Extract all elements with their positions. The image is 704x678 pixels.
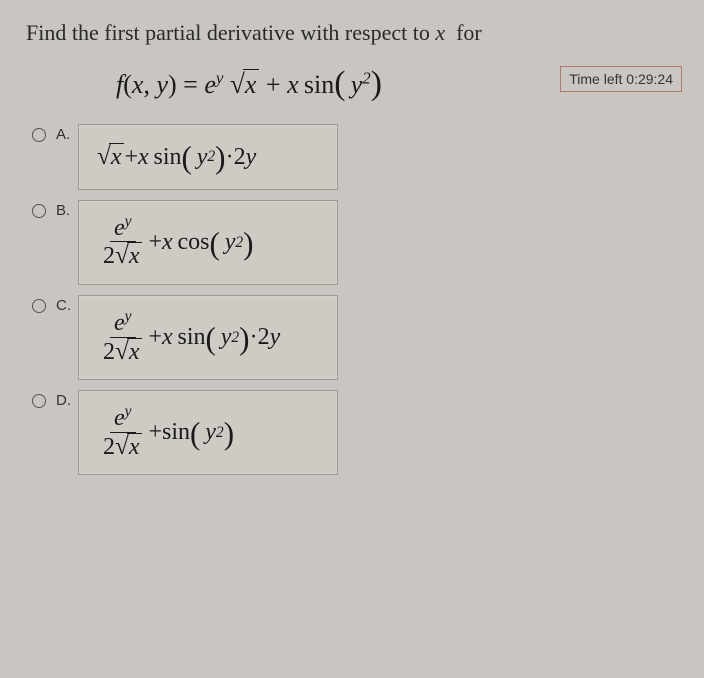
formula-sqrt: √x [230, 69, 260, 100]
d-plus: + [148, 419, 162, 446]
c-plus: + [148, 324, 162, 351]
option-b-math: ey 2√x + x cos( y2) [97, 215, 319, 270]
c-den-sqrt-x: x [127, 338, 143, 365]
option-label-c: C. [56, 297, 78, 314]
timer-box: Time left 0:29:24 [560, 66, 682, 92]
options-list: A. √x + x sin( y2)·2y B. ey 2√x + x cos(… [26, 124, 678, 475]
d-paren-close: ) [224, 416, 234, 452]
formula-x2: x [287, 70, 299, 99]
b-den-sqrt: √x [115, 242, 142, 270]
a-x: x [138, 144, 149, 171]
question-var: x [435, 20, 445, 45]
a-dot: · [226, 144, 234, 171]
c-two: 2 [258, 324, 270, 351]
a-two: 2 [234, 144, 246, 171]
question-prompt: Find the first partial derivative with r… [26, 20, 678, 46]
formula-x: x [132, 70, 144, 99]
a-paren-open: ( [182, 140, 192, 176]
formula-bigparen-open: ( [334, 65, 345, 102]
formula-eq: = [177, 70, 205, 99]
d-paren-open: ( [190, 416, 200, 452]
b-num-sup: y [125, 213, 132, 230]
b-paren-open: ( [210, 226, 220, 262]
d-den-sqrt-x: x [127, 433, 143, 460]
a-paren-close: ) [215, 140, 225, 176]
b-den-two: 2 [103, 243, 115, 269]
formula-paren-open: ( [123, 70, 132, 99]
radio-d[interactable] [32, 394, 46, 408]
c-sin: sin [178, 324, 206, 351]
timer-value: 0:29:24 [626, 71, 673, 87]
quiz-question: Find the first partial derivative with r… [0, 0, 704, 505]
d-den-two: 2 [103, 434, 115, 460]
radio-c[interactable] [32, 299, 46, 313]
option-d[interactable]: D. ey 2√x + sin( y2) [26, 390, 678, 475]
d-den-sqrt: √x [115, 433, 142, 461]
formula-plus: + [259, 70, 287, 99]
option-box-a: √x + x sin( y2)·2y [78, 124, 338, 190]
c-num-sup: y [125, 308, 132, 325]
formula-sin: sin [304, 70, 334, 99]
a-ytail: y [246, 144, 257, 171]
c-den-sqrt: √x [115, 338, 142, 366]
option-box-b: ey 2√x + x cos( y2) [78, 200, 338, 285]
c-frac: ey 2√x [99, 310, 146, 365]
option-c-math: ey 2√x + x sin( y2)·2y [97, 310, 319, 365]
formula-e-sup: y [216, 68, 224, 87]
b-num-e: e [114, 215, 125, 241]
option-box-d: ey 2√x + sin( y2) [78, 390, 338, 475]
question-suffix: for [451, 20, 482, 45]
timer-label: Time left [569, 71, 626, 87]
d-frac: ey 2√x [99, 405, 146, 460]
b-den-sqrt-x: x [127, 242, 143, 269]
d-y: y [205, 419, 216, 446]
b-paren-close: ) [243, 226, 253, 262]
b-frac: ey 2√x [99, 215, 146, 270]
radio-b[interactable] [32, 204, 46, 218]
c-ytail: y [270, 324, 281, 351]
option-a-math: √x + x sin( y2)·2y [97, 139, 319, 175]
d-num-e: e [114, 405, 125, 431]
option-label-d: D. [56, 392, 78, 409]
c-paren-open: ( [206, 321, 216, 357]
formula-comma: , [143, 70, 150, 99]
question-prefix: Find the first partial derivative with r… [26, 20, 435, 45]
b-plus: + [148, 229, 162, 256]
d-sin: sin [162, 419, 190, 446]
option-label-b: B. [56, 202, 78, 219]
c-x: x [162, 324, 173, 351]
option-c[interactable]: C. ey 2√x + x sin( y2)·2y [26, 295, 678, 380]
b-y: y [225, 229, 236, 256]
b-x: x [162, 229, 173, 256]
c-dot: · [250, 324, 258, 351]
c-y: y [221, 324, 232, 351]
d-num-sup: y [125, 403, 132, 420]
option-box-c: ey 2√x + x sin( y2)·2y [78, 295, 338, 380]
a-y: y [197, 144, 208, 171]
formula-sqrt-x: x [243, 69, 260, 100]
formula-bigparen-close: ) [371, 65, 382, 102]
a-sqrt-x: x [109, 143, 125, 171]
formula-e: e [204, 70, 216, 99]
option-label-a: A. [56, 126, 78, 143]
option-a[interactable]: A. √x + x sin( y2)·2y [26, 124, 678, 190]
formula-paren-close: ) [168, 70, 177, 99]
a-sqrt: √x [97, 143, 124, 171]
c-den-two: 2 [103, 339, 115, 365]
c-num-e: e [114, 310, 125, 336]
formula-y: y [156, 70, 168, 99]
option-b[interactable]: B. ey 2√x + x cos( y2) [26, 200, 678, 285]
b-cos: cos [178, 229, 210, 256]
c-paren-close: ) [239, 321, 249, 357]
main-formula: f(x, y) = ey √x + x sin( y2) [116, 64, 382, 102]
a-plus: + [124, 144, 138, 171]
radio-a[interactable] [32, 128, 46, 142]
option-d-math: ey 2√x + sin( y2) [97, 405, 319, 460]
formula-y2: y [351, 70, 363, 99]
a-sin: sin [154, 144, 182, 171]
formula-y2-sup: 2 [362, 68, 370, 87]
